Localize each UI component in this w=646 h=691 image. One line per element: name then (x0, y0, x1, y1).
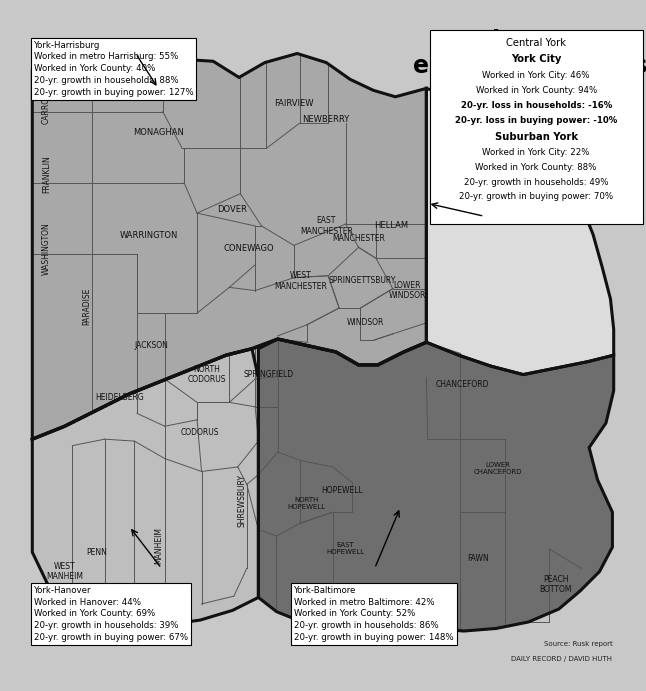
Text: DAILY RECORD / DAVID HUTH: DAILY RECORD / DAVID HUTH (512, 656, 612, 661)
Text: CHANCEFORD: CHANCEFORD (435, 380, 488, 389)
Text: WEST
MANHEIM: WEST MANHEIM (46, 562, 83, 581)
Text: NORTH
CODORUS: NORTH CODORUS (187, 365, 226, 384)
Bar (430, 30, 643, 224)
Text: Worked in York City: 46%: Worked in York City: 46% (483, 71, 590, 80)
Text: EAST
HOPEWELL: EAST HOPEWELL (326, 542, 365, 556)
Text: MANCHESTER: MANCHESTER (332, 234, 385, 243)
Text: York-Harrisburg
Worked in metro Harrisburg: 55%
Worked in York County: 40%
20-yr: York-Harrisburg Worked in metro Harrisbu… (34, 41, 193, 97)
Polygon shape (426, 88, 614, 375)
Text: WARRINGTON: WARRINGTON (120, 231, 178, 240)
Text: CODORUS: CODORUS (181, 428, 220, 437)
Text: York-Baltimore
Worked in metro Baltimore: 42%
Worked in York County: 52%
20-yr. : York-Baltimore Worked in metro Baltimore… (294, 586, 453, 642)
Polygon shape (32, 349, 258, 625)
Text: SHREWSBURY: SHREWSBURY (238, 474, 247, 527)
Text: EAST
MANCHESTER: EAST MANCHESTER (300, 216, 353, 236)
Text: Source: Rusk report: Source: Rusk report (544, 641, 612, 647)
Text: York City: York City (511, 54, 561, 64)
Text: WASHINGTON: WASHINGTON (42, 223, 51, 275)
Polygon shape (32, 53, 426, 439)
Text: 20-yr. loss in buying power: -10%: 20-yr. loss in buying power: -10% (455, 115, 618, 124)
Text: HOPEWELL: HOPEWELL (322, 486, 363, 495)
Text: PEACH
BOTTOM: PEACH BOTTOM (539, 575, 572, 594)
Text: WINDSOR: WINDSOR (346, 319, 384, 328)
Text: York-Hanover
Worked in Hanover: 44%
Worked in York County: 69%
20-yr. growth in : York-Hanover Worked in Hanover: 44% Work… (34, 586, 188, 642)
Text: Worked in York County: 88%: Worked in York County: 88% (475, 162, 597, 171)
Text: LOWER
WINDSOR: LOWER WINDSOR (388, 281, 426, 301)
Text: Central York: Central York (506, 38, 566, 48)
Text: NEWBERRY: NEWBERRY (302, 115, 350, 124)
Text: Worked in York County: 94%: Worked in York County: 94% (475, 86, 597, 95)
Text: York County: York County (449, 28, 610, 53)
Polygon shape (258, 339, 614, 631)
Text: SPRINGFIELD: SPRINGFIELD (243, 370, 293, 379)
Text: FAWN: FAWN (467, 554, 489, 563)
Text: WEST
MANCHESTER: WEST MANCHESTER (274, 271, 327, 291)
Text: PENN: PENN (87, 548, 107, 557)
Text: PARADISE: PARADISE (83, 288, 92, 325)
Text: 20-yr. loss in households: -16%: 20-yr. loss in households: -16% (461, 101, 612, 110)
Text: 20-yr. growth in households: 49%: 20-yr. growth in households: 49% (464, 178, 609, 187)
Text: economic regions: economic regions (413, 55, 646, 78)
Text: CONEWAGO: CONEWAGO (224, 244, 274, 253)
Text: HELLAM: HELLAM (374, 222, 408, 231)
Text: FRANKLIN: FRANKLIN (42, 155, 51, 193)
Text: Worked in York City: 22%: Worked in York City: 22% (483, 148, 590, 157)
Text: HEIDELBERG: HEIDELBERG (95, 392, 144, 401)
Text: FAIRVIEW: FAIRVIEW (274, 99, 314, 108)
Text: 20-yr. growth in buying power: 70%: 20-yr. growth in buying power: 70% (459, 192, 613, 201)
Text: DOVER: DOVER (218, 205, 247, 214)
Text: SPRINGETTSBURY: SPRINGETTSBURY (328, 276, 395, 285)
Text: JACKSON: JACKSON (135, 341, 169, 350)
Text: LOWER
CHANCEFORD: LOWER CHANCEFORD (473, 462, 522, 475)
Text: MANHEIM: MANHEIM (154, 527, 163, 565)
Text: CARROLL: CARROLL (42, 88, 51, 124)
Text: NORTH
HOPEWELL: NORTH HOPEWELL (287, 498, 326, 510)
Text: Suburban York: Suburban York (495, 132, 578, 142)
Text: MONAGHAN: MONAGHAN (133, 128, 183, 137)
